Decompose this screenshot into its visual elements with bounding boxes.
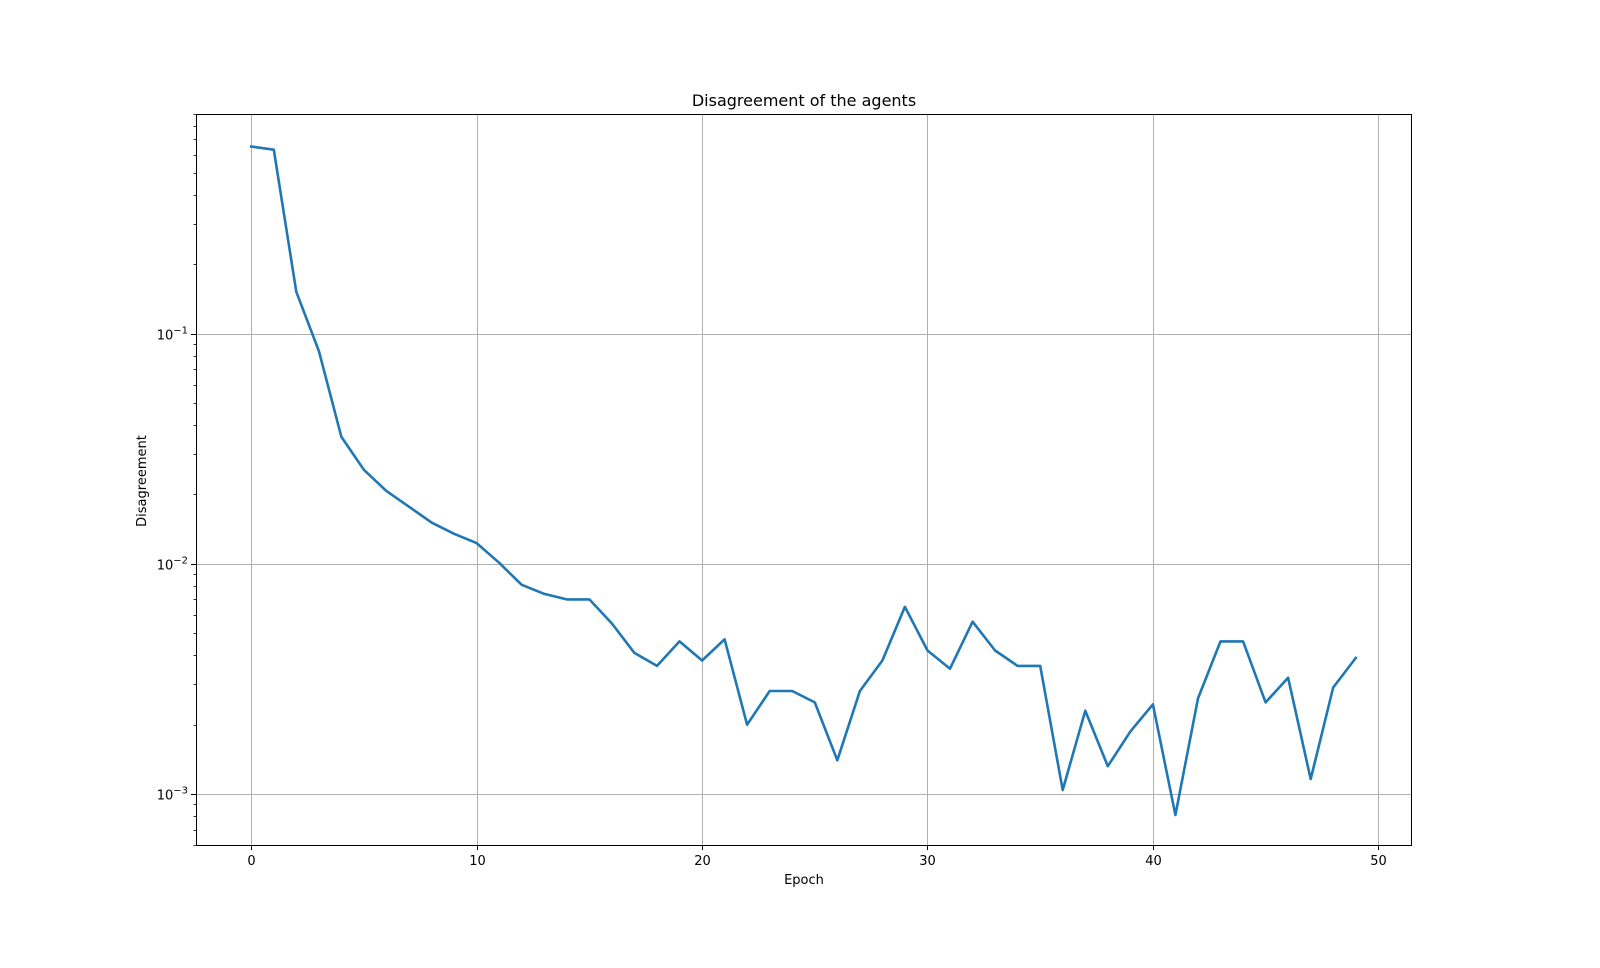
- y-axis-label: Disagreement: [135, 435, 150, 527]
- y-tick-label: 10−1: [157, 326, 188, 344]
- grid: [196, 114, 1411, 845]
- x-axis-label: Epoch: [784, 873, 824, 888]
- plot-frame: [196, 114, 1412, 846]
- y-tick-label: 10−3: [157, 786, 188, 804]
- x-tick-label: 40: [1145, 854, 1162, 869]
- x-tick-label: 0: [247, 854, 255, 869]
- x-tick-label: 50: [1370, 854, 1387, 869]
- chart-title: Disagreement of the agents: [692, 91, 916, 110]
- x-tick-label: 30: [919, 854, 936, 869]
- x-tick-label: 20: [694, 854, 711, 869]
- y-minor-ticks: [193, 114, 196, 846]
- y-tick-label: 10−2: [157, 556, 188, 574]
- series-line: [249, 145, 1358, 817]
- y-axis-ticks: 10−1 10−2 10−3: [157, 326, 196, 804]
- x-axis-ticks: 0 10 20 30 40 50: [247, 845, 1387, 869]
- x-tick-label: 10: [469, 854, 486, 869]
- series-layer: [249, 145, 1358, 817]
